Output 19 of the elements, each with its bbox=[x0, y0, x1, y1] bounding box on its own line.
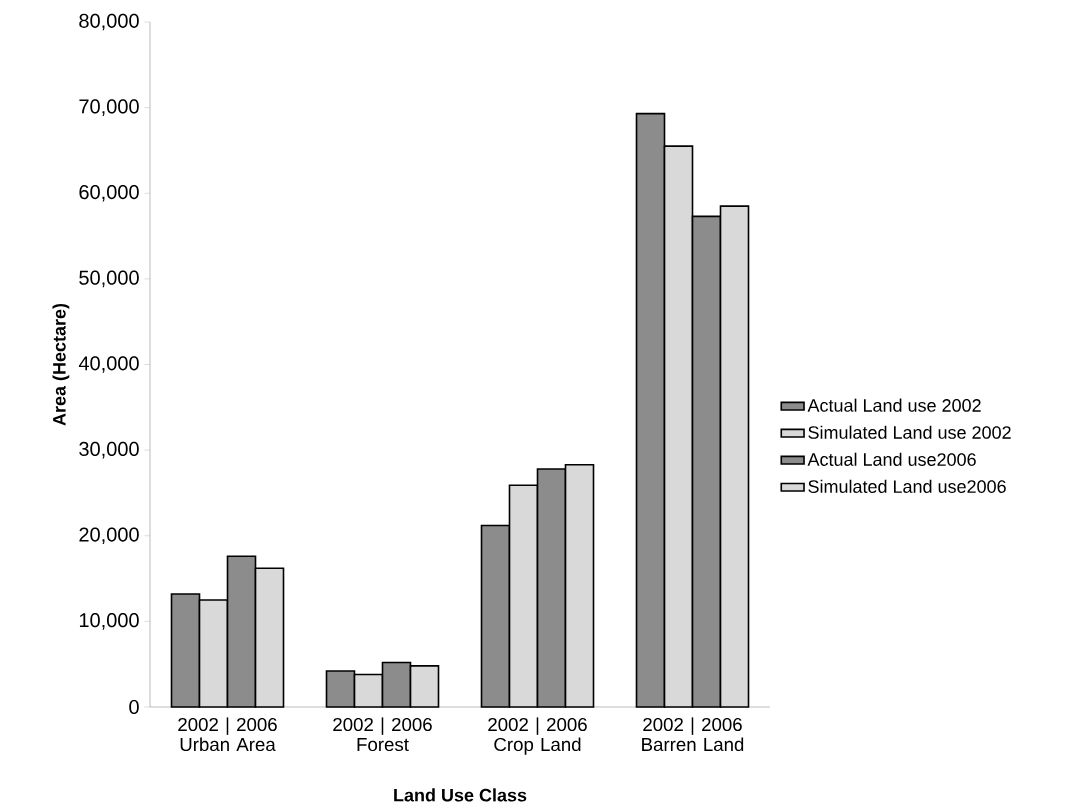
x-tick-label: 2002 | 2006 Forest bbox=[333, 717, 432, 752]
y-tick-label: 80,000 bbox=[79, 13, 139, 31]
y-axis-title: Area (Hectare) bbox=[52, 303, 70, 426]
legend-label: Actual Land use 2002 bbox=[807, 398, 981, 412]
y-tick-label: 0 bbox=[129, 699, 139, 715]
x-tick-label: 2002 | 2006 Urban Area bbox=[178, 717, 277, 752]
y-tick-label: 30,000 bbox=[79, 441, 139, 459]
y-tick-label: 20,000 bbox=[79, 527, 139, 544]
y-tick-label: 50,000 bbox=[79, 270, 139, 288]
y-tick-label: 70,000 bbox=[79, 99, 139, 116]
x-tick-label: 2002 | 2006 Crop Land bbox=[488, 717, 587, 755]
x-axis-title: Land Use Class bbox=[394, 788, 527, 802]
legend-label: Simulated Land use 2002 bbox=[808, 425, 1011, 439]
y-tick-label: 60,000 bbox=[79, 184, 139, 202]
y-tick-label: 40,000 bbox=[78, 356, 139, 373]
legend-label: Simulated Land use2006 bbox=[808, 479, 1006, 493]
x-tick-label: 2002 | 2006 Barren Land bbox=[642, 717, 744, 752]
legend-label: Actual Land use2006 bbox=[807, 452, 976, 466]
y-tick-label: 10,000 bbox=[79, 613, 139, 630]
